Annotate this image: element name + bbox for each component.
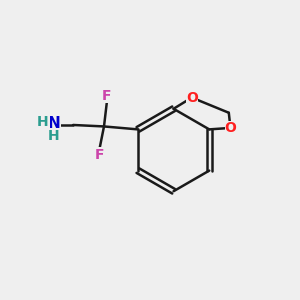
Text: F: F [95, 148, 104, 162]
Text: O: O [224, 121, 236, 135]
Text: O: O [186, 91, 198, 105]
Text: N: N [48, 116, 60, 131]
Text: H: H [48, 129, 60, 143]
Text: H: H [37, 115, 49, 129]
Text: F: F [102, 88, 112, 103]
